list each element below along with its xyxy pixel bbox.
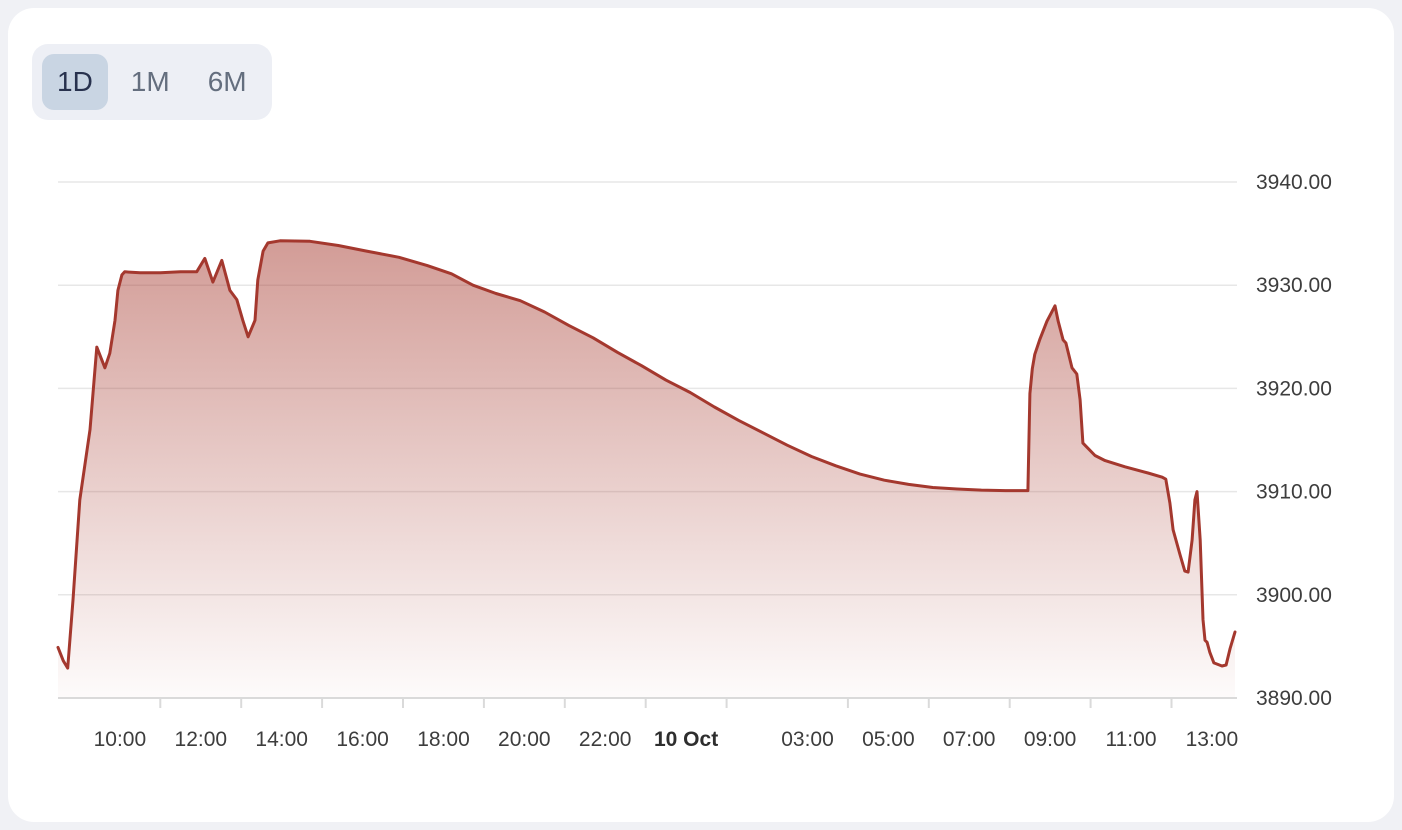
y-axis-label: 3920.00 (1256, 377, 1332, 400)
y-axis-label: 3910.00 (1256, 481, 1332, 504)
x-axis-label: 09:00 (1024, 728, 1077, 751)
x-axis-label: 10 Oct (654, 728, 718, 751)
x-axis-label: 16:00 (336, 728, 389, 751)
x-axis-label: 10:00 (94, 728, 147, 751)
x-axis-label: 20:00 (498, 728, 551, 751)
range-button-1d[interactable]: 1D (42, 54, 108, 110)
price-line (56, 239, 1237, 670)
x-axis-label: 12:00 (175, 728, 228, 751)
x-axis-label: 05:00 (862, 728, 915, 751)
x-axis-label: 18:00 (417, 728, 470, 751)
x-axis (58, 697, 1237, 708)
x-axis-label: 03:00 (781, 728, 834, 751)
x-axis-labels: 10:00 12:00 14:00 16:00 18:00 20:00 22:00 10 Oc… (94, 728, 1239, 751)
y-axis-labels: 3890.00 3900.00 3910.00 3920.00 3930.00 3940.… (1256, 171, 1332, 710)
price-area-fill (58, 240, 1235, 699)
y-axis-label: 3930.00 (1256, 274, 1332, 297)
range-button-1m[interactable]: 1M (116, 54, 185, 110)
x-axis-label: 07:00 (943, 728, 996, 751)
y-axis-label: 3890.00 (1256, 687, 1332, 710)
x-axis-label: 22:00 (579, 728, 632, 751)
time-range-switcher: 1D 1M 6M (32, 44, 272, 120)
y-axis-label: 3900.00 (1256, 584, 1332, 607)
y-axis-label: 3940.00 (1256, 171, 1332, 194)
price-series (56, 239, 1237, 699)
x-axis-label: 14:00 (255, 728, 308, 751)
range-button-6m[interactable]: 6M (193, 54, 262, 110)
x-axis-label: 11:00 (1106, 728, 1157, 751)
x-axis-label: 13:00 (1186, 728, 1239, 751)
